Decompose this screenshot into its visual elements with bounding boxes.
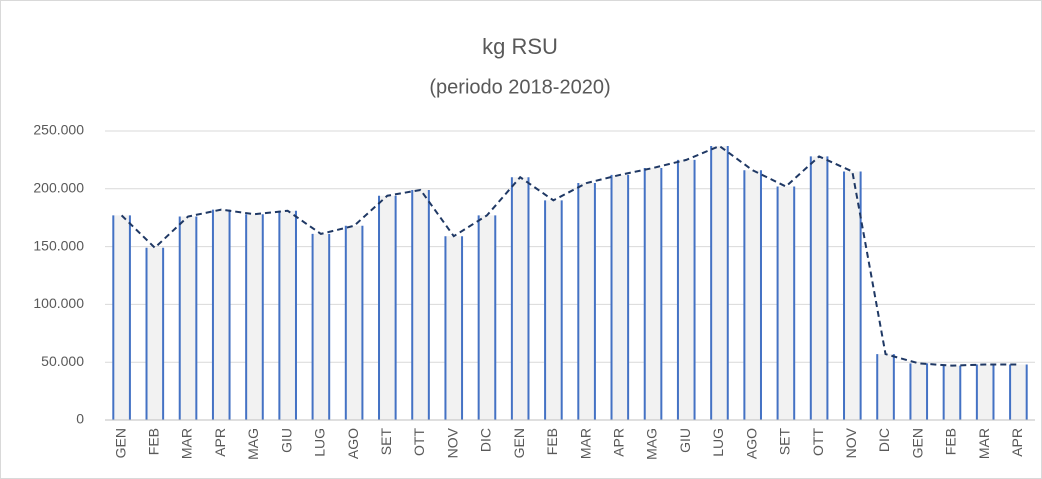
- x-tick-label: APR: [1009, 428, 1025, 457]
- trend-line: [120, 144, 1019, 367]
- x-tick-label: MAR: [577, 428, 593, 459]
- x-tick-label: GEN: [909, 428, 925, 458]
- bar-edge: [378, 195, 397, 420]
- bar: [511, 177, 529, 420]
- x-tick-label: MAG: [245, 428, 261, 460]
- bar-edge: [510, 177, 530, 420]
- x-tick-label: SET: [378, 428, 394, 456]
- bar-edge: [278, 210, 297, 420]
- bar-edge: [876, 354, 895, 420]
- bar: [744, 170, 761, 420]
- y-tick-label: 200.000: [33, 180, 84, 196]
- y-tick-label: 100.000: [33, 295, 84, 311]
- x-tick-label: APR: [212, 428, 228, 457]
- bar-edge: [577, 183, 596, 420]
- bar-edge: [178, 216, 198, 420]
- bar-edge: [444, 236, 464, 420]
- bar: [545, 200, 562, 420]
- bar-edge: [676, 159, 696, 420]
- x-tick-label: AGO: [743, 428, 759, 459]
- bar: [478, 215, 496, 420]
- chart-title: kg RSU: [482, 34, 558, 59]
- bar-edge: [145, 247, 165, 420]
- x-tick-label: DIC: [876, 428, 892, 452]
- x-tick-label: FEB: [146, 428, 162, 455]
- bar-edge: [743, 170, 762, 420]
- chart-subtitle: (periodo 2018-2020): [429, 76, 610, 98]
- x-tick-label: OTT: [411, 428, 427, 456]
- bar: [1010, 364, 1027, 420]
- x-tick-label: NOV: [444, 427, 460, 458]
- bar-edge: [211, 209, 231, 420]
- x-tick-label: NOV: [843, 427, 859, 458]
- x-tick-label: GEN: [112, 428, 128, 458]
- bar: [246, 214, 263, 420]
- x-tick-label: MAG: [644, 428, 660, 460]
- bar-edge: [1009, 364, 1028, 420]
- x-tick-label: FEB: [544, 428, 560, 455]
- x-tick-label: FEB: [943, 428, 959, 455]
- x-tick-label: AGO: [345, 428, 361, 459]
- bar-edge: [809, 156, 829, 420]
- bar: [578, 183, 595, 420]
- bar: [179, 216, 197, 420]
- x-tick-label: DIC: [478, 428, 494, 452]
- bar-edge: [411, 189, 430, 420]
- bar: [644, 167, 662, 420]
- bar-edge: [544, 200, 563, 420]
- bar: [312, 233, 330, 420]
- bar: [711, 146, 728, 420]
- bar-edge: [311, 233, 331, 420]
- bar: [777, 186, 795, 420]
- bar: [943, 365, 961, 420]
- bar-edge: [344, 225, 364, 420]
- y-tick-label: 250.000: [33, 122, 84, 138]
- x-tick-label: LUG: [710, 428, 726, 457]
- bar-edge: [975, 364, 995, 420]
- bar-edge: [710, 146, 729, 420]
- bar: [212, 209, 230, 420]
- bar-edge: [112, 215, 131, 420]
- x-tick-label: APR: [611, 428, 627, 457]
- bar: [146, 247, 164, 420]
- bar: [445, 236, 463, 420]
- bar: [279, 210, 296, 420]
- bar: [810, 156, 828, 420]
- y-tick-label: 150.000: [33, 237, 84, 253]
- bar: [611, 174, 629, 420]
- x-tick-label: SET: [777, 428, 793, 456]
- bar: [412, 189, 429, 420]
- bar: [976, 364, 994, 420]
- bar-edge: [245, 214, 264, 420]
- bar-edge: [942, 365, 962, 420]
- x-tick-label: OTT: [810, 428, 826, 456]
- x-tick-label: GEN: [511, 428, 527, 458]
- bar: [910, 363, 928, 420]
- y-tick-label: 50.000: [41, 353, 84, 369]
- bar-edge: [776, 186, 796, 420]
- bar-edge: [909, 363, 929, 420]
- x-tick-label: LUG: [312, 428, 328, 457]
- x-tick-label: MAR: [179, 428, 195, 459]
- bar: [844, 171, 861, 420]
- bar: [379, 195, 396, 420]
- x-tick-label: GIU: [677, 428, 693, 453]
- bar: [113, 215, 130, 420]
- x-tick-label: MAR: [976, 428, 992, 459]
- bar: [345, 225, 363, 420]
- bar: [677, 159, 695, 420]
- bar-edge: [643, 167, 663, 420]
- y-tick-label: 0: [76, 411, 84, 427]
- bar-edge: [610, 174, 630, 420]
- x-tick-label: GIU: [278, 428, 294, 453]
- bar: [877, 354, 894, 420]
- bar-edge: [477, 215, 497, 420]
